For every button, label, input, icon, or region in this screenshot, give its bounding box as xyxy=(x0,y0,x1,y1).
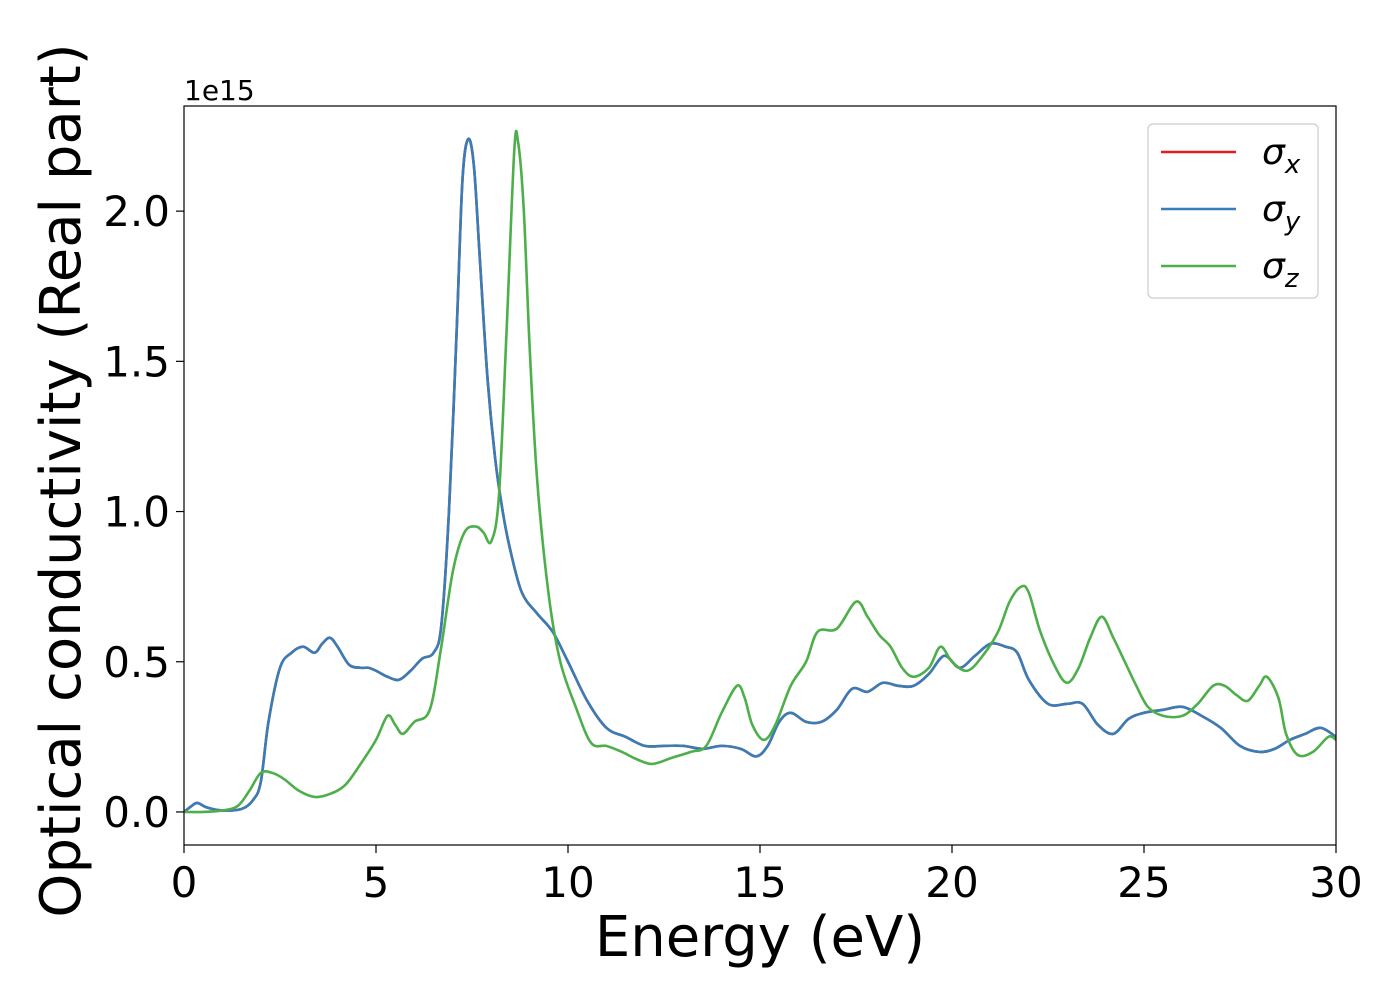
legend: σx σy σz xyxy=(1147,123,1319,299)
x-tick-label: 0 xyxy=(171,858,198,907)
legend-label-x: σx xyxy=(1262,132,1301,180)
y-tick-label: 2.0 xyxy=(103,187,170,236)
legend-label-y: σy xyxy=(1262,189,1301,237)
y-axis-label: Optical conductivity (Real part) xyxy=(29,43,94,917)
y-tick-label: 1.0 xyxy=(103,488,170,537)
legend-label-z: σz xyxy=(1262,246,1300,294)
x-tick-label: 20 xyxy=(925,858,978,907)
x-tick-label: 15 xyxy=(733,858,786,907)
x-tick-label: 25 xyxy=(1117,858,1170,907)
y-tick-label: 1.5 xyxy=(103,337,170,386)
series-layer xyxy=(184,129,1336,814)
series-line-y xyxy=(184,137,1336,813)
legend-box xyxy=(1147,123,1319,299)
y-ticks: 0.0 0.5 1.0 1.5 2.0 xyxy=(103,187,184,837)
y-tick-label: 0.0 xyxy=(103,788,170,837)
x-axis-label: Energy (eV) xyxy=(595,905,925,970)
series-line-z xyxy=(184,129,1336,814)
x-ticks: 0 5 10 15 20 25 30 xyxy=(171,845,1363,907)
x-tick-label: 5 xyxy=(363,858,390,907)
x-tick-label: 30 xyxy=(1309,858,1362,907)
x-tick-label: 10 xyxy=(541,858,594,907)
y-offset-label: 1e15 xyxy=(184,74,255,107)
y-tick-label: 0.5 xyxy=(103,638,170,687)
